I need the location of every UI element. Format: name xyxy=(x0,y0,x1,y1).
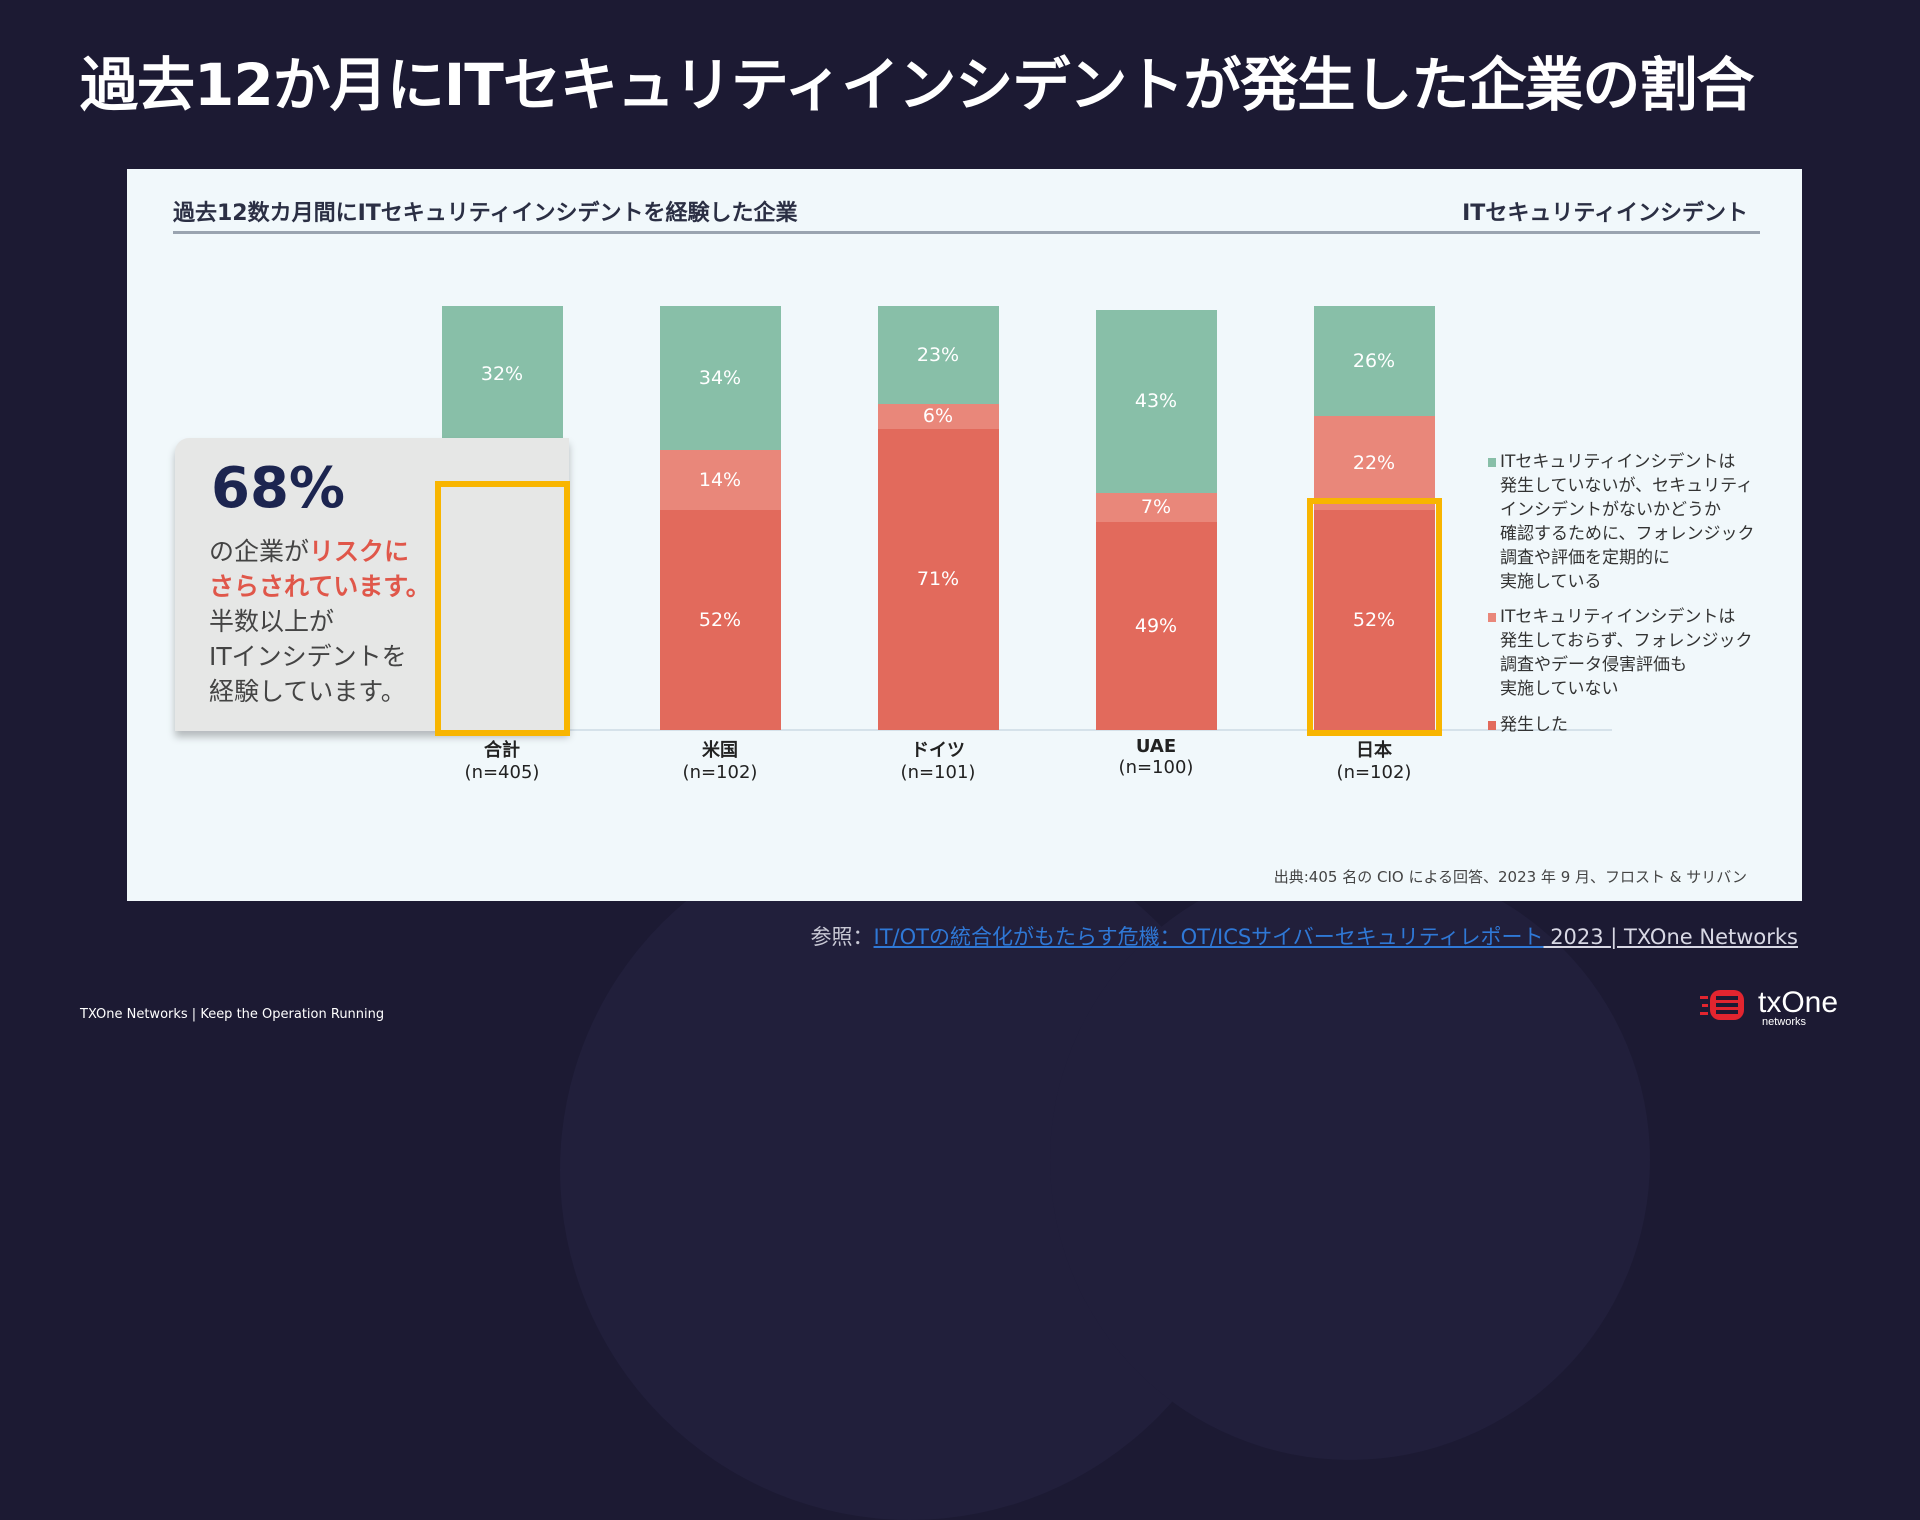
chart-title: 過去12数カ月間にITセキュリティインシデントを経験した企業 xyxy=(173,201,798,226)
legend-label: ITセキュリティインシデントは 発生していないが、セキュリティ インシデントがな… xyxy=(1500,452,1755,592)
svg-text:txOne: txOne xyxy=(1758,986,1838,1019)
category-label: 日本 (n=102) xyxy=(1294,736,1454,783)
sample-size: (n=102) xyxy=(1336,762,1412,783)
data-label: 52% xyxy=(1352,608,1396,631)
data-label: 34% xyxy=(698,367,742,390)
category-name: 米国 xyxy=(702,740,738,761)
bar-segment: 52% xyxy=(659,509,781,730)
legend-label: 発生した xyxy=(1500,715,1568,735)
callout-line: 半数以上が xyxy=(209,607,335,636)
callout-box: 68% の企業がリスクに さらされています。 半数以上が ITインシデントを 経… xyxy=(175,438,569,731)
bar-segment: 49% xyxy=(1095,522,1217,730)
bar-segment: 22% xyxy=(1313,416,1435,510)
callout-line: の企業が xyxy=(209,537,310,566)
sample-size: (n=405) xyxy=(464,762,540,783)
title-divider xyxy=(173,231,1760,234)
callout-line: 経験しています。 xyxy=(209,677,406,706)
data-label: 7% xyxy=(1140,496,1172,519)
highlight-box xyxy=(1306,497,1442,736)
legend-item-red: 発生した xyxy=(1488,713,1780,737)
category-name: 合計 xyxy=(484,740,520,761)
reference-link[interactable]: IT/OTの統合化がもたらす危機：OT/ICSサイバーセキュリティレポート xyxy=(873,925,1544,949)
category-name: 日本 xyxy=(1356,740,1392,761)
category-name: UAE xyxy=(1135,736,1177,757)
category-label: UAE (n=100) xyxy=(1076,736,1236,778)
svg-text:networks: networks xyxy=(1762,1016,1807,1028)
legend-swatch xyxy=(1488,721,1496,730)
sample-size: (n=102) xyxy=(682,762,758,783)
data-label: 26% xyxy=(1352,350,1396,373)
legend-item-green: ITセキュリティインシデントは 発生していないが、セキュリティ インシデントがな… xyxy=(1488,450,1780,594)
slide-title: 過去12か月にITセキュリティインシデントが発生した企業の割合 xyxy=(80,51,1754,119)
x-axis-line xyxy=(427,729,1612,731)
data-label: 49% xyxy=(1134,615,1178,638)
bar-segment: 52% xyxy=(1313,509,1435,730)
data-label: 6% xyxy=(922,405,954,428)
bar-segment: 7% xyxy=(1095,492,1217,523)
data-label: 22% xyxy=(1352,451,1396,474)
category-name: ドイツ xyxy=(911,740,965,761)
bar-segment: 6% xyxy=(877,403,999,429)
bar-segment: 71% xyxy=(877,428,999,730)
bar-segment: 23% xyxy=(877,306,999,404)
logo-icon: txOne networks xyxy=(1700,986,1838,1028)
category-label: ドイツ (n=101) xyxy=(858,736,1018,783)
callout-emphasis: さらされています。 xyxy=(209,572,431,601)
highlight-box xyxy=(434,480,570,736)
category-label: 合計 (n=405) xyxy=(422,736,582,783)
data-label: 71% xyxy=(916,568,960,591)
callout-emphasis: リスクに xyxy=(309,537,410,566)
legend-swatch xyxy=(1488,458,1496,467)
callout-line: ITインシデントを xyxy=(209,642,407,671)
callout-percentage: 68% xyxy=(211,456,346,521)
legend-swatch xyxy=(1488,613,1496,622)
source-note: 出典:405 名の CIO による回答、2023 年 9 月、フロスト & サリ… xyxy=(1273,868,1747,886)
data-label: 43% xyxy=(1134,390,1178,413)
reference: 参照：IT/OTの統合化がもたらす危機：OT/ICSサイバーセキュリティレポート… xyxy=(811,921,1798,951)
sample-size: (n=100) xyxy=(1118,757,1194,778)
bar-segment: 32% xyxy=(441,306,563,442)
reference-prefix: 参照： xyxy=(810,925,874,949)
data-label: 52% xyxy=(698,608,742,631)
footer-text: TXOne Networks | Keep the Operation Runn… xyxy=(80,1007,385,1022)
txone-logo: txOne networks xyxy=(1700,980,1850,1030)
chart-category-label: ITセキュリティインシデント xyxy=(1462,201,1748,226)
chart-panel: 過去12数カ月間にITセキュリティインシデントを経験した企業 ITセキュリティイ… xyxy=(127,169,1802,901)
data-label: 23% xyxy=(916,343,960,366)
bar-segment: 34% xyxy=(659,306,781,451)
sample-size: (n=101) xyxy=(900,762,976,783)
data-label: 32% xyxy=(480,362,524,385)
reference-link-rest[interactable]: 2023 | TXOne Networks xyxy=(1543,925,1798,949)
callout-text: の企業がリスクに さらされています。 半数以上が ITインシデントを 経験してい… xyxy=(209,534,431,709)
bar-segment: 26% xyxy=(1313,306,1435,417)
bar-segment: 14% xyxy=(659,450,781,510)
bar-segment: 43% xyxy=(1095,310,1217,493)
data-label: 14% xyxy=(698,468,742,491)
category-label: 米国 (n=102) xyxy=(640,736,800,783)
legend-label: ITセキュリティインシデントは 発生しておらず、フォレンジック 調査やデータ侵害… xyxy=(1500,607,1753,699)
legend-item-pink: ITセキュリティインシデントは 発生しておらず、フォレンジック 調査やデータ侵害… xyxy=(1488,605,1780,701)
